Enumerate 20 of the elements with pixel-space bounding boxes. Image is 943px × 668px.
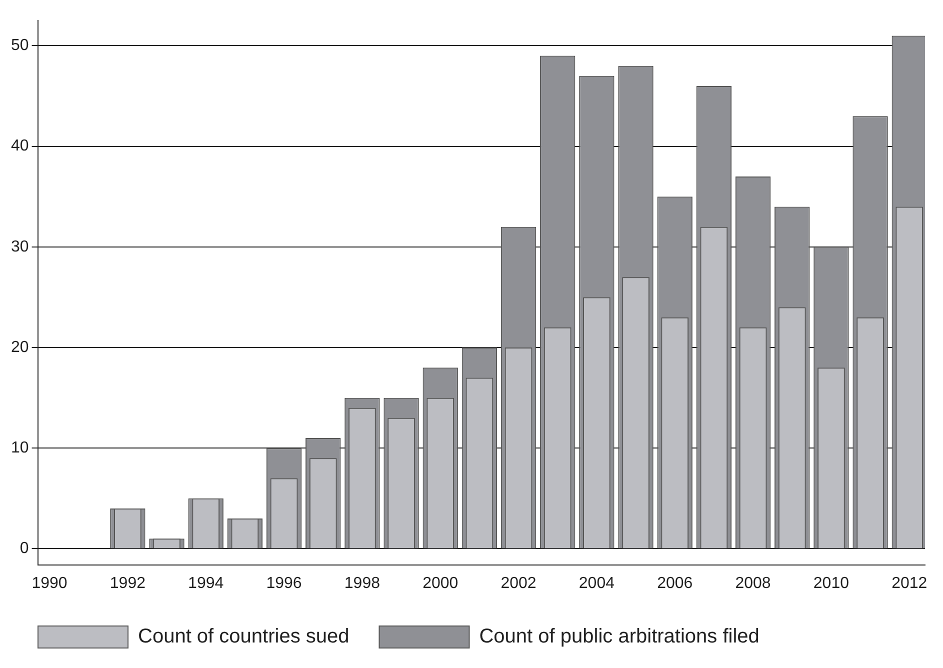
x-tick-label: 2008 <box>735 574 771 592</box>
x-tick-label: 1998 <box>344 574 380 592</box>
x-tick-label: 2004 <box>578 574 615 592</box>
y-tick-label: 40 <box>11 138 29 155</box>
x-tick-label: 1994 <box>188 574 224 592</box>
y-tick-label: 50 <box>11 37 29 54</box>
y-tick-label: 0 <box>20 540 29 558</box>
x-tick-label: 1996 <box>266 574 302 592</box>
x-tick-label: 2002 <box>500 574 536 592</box>
x-tick-label: 1990 <box>32 574 68 592</box>
legend-label: Count of public arbitrations filed <box>479 626 760 648</box>
x-tick-label: 2000 <box>422 574 458 592</box>
legend-label: Count of countries sued <box>138 626 350 648</box>
y-tick-label: 10 <box>11 440 29 457</box>
y-tick-label: 20 <box>11 338 29 356</box>
y-tick-label: 30 <box>11 238 29 256</box>
x-tick-label: 2010 <box>813 574 850 592</box>
x-tick-label: 1992 <box>110 574 146 592</box>
x-tick-label: 2012 <box>892 574 928 592</box>
x-tick-label: 2006 <box>657 574 693 592</box>
